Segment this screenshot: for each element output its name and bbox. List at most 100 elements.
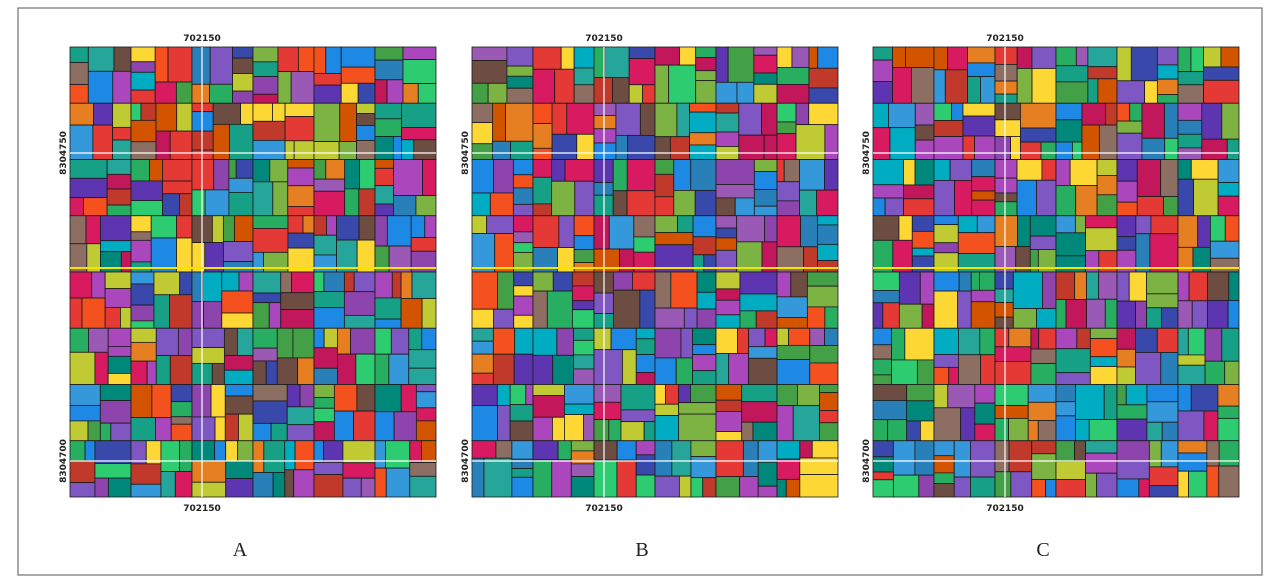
segment xyxy=(88,47,114,71)
segment xyxy=(572,310,594,329)
segment xyxy=(616,135,628,159)
segment xyxy=(392,272,401,298)
segment xyxy=(1087,299,1106,328)
segment xyxy=(226,479,253,497)
segment xyxy=(684,308,697,328)
segment xyxy=(955,180,972,215)
segment xyxy=(605,47,630,78)
segment xyxy=(1032,454,1056,480)
segment xyxy=(697,309,716,328)
segment xyxy=(817,225,838,244)
segment xyxy=(340,103,357,141)
segment xyxy=(1088,47,1117,67)
segment xyxy=(314,441,323,463)
segment xyxy=(93,125,113,159)
segment xyxy=(354,272,375,292)
segment xyxy=(716,113,739,132)
segment xyxy=(1227,139,1239,159)
segment xyxy=(281,272,292,293)
segment xyxy=(70,461,95,483)
segment xyxy=(995,47,1017,64)
segment xyxy=(161,472,175,497)
segment xyxy=(691,478,703,497)
segment xyxy=(1013,309,1036,329)
segment xyxy=(492,141,510,159)
segment xyxy=(613,272,632,290)
segment xyxy=(295,441,314,470)
segment xyxy=(995,202,1017,216)
segment xyxy=(472,47,507,61)
segment xyxy=(1088,79,1098,103)
segment xyxy=(82,298,105,328)
segment xyxy=(1090,357,1117,367)
segment xyxy=(1135,301,1146,328)
segment xyxy=(1020,103,1056,128)
segment xyxy=(514,315,533,328)
coord-label: 8304700 xyxy=(862,439,872,483)
segment xyxy=(108,346,131,356)
segment xyxy=(146,441,161,464)
segment xyxy=(212,216,223,243)
segment xyxy=(84,198,108,216)
segment xyxy=(1117,47,1131,81)
segment xyxy=(972,160,995,177)
segment xyxy=(533,47,561,69)
segment xyxy=(742,385,777,402)
segment xyxy=(873,290,899,302)
segment xyxy=(492,103,505,141)
segment xyxy=(1099,272,1117,299)
segment xyxy=(1009,328,1031,347)
segment xyxy=(285,141,294,160)
segment xyxy=(192,417,215,441)
segment xyxy=(472,309,493,328)
segment xyxy=(1011,136,1021,159)
segment xyxy=(533,417,552,440)
segment xyxy=(655,233,693,245)
segment xyxy=(958,355,980,385)
segment xyxy=(514,243,533,253)
segment xyxy=(791,272,808,297)
segment xyxy=(100,385,131,401)
segment xyxy=(674,160,691,191)
segment xyxy=(825,328,838,345)
segment xyxy=(789,328,810,345)
segment xyxy=(514,286,533,296)
segment xyxy=(233,74,253,92)
segment xyxy=(1032,441,1056,454)
segment xyxy=(740,477,759,497)
segment xyxy=(972,177,995,191)
segment xyxy=(533,124,552,149)
segment xyxy=(697,272,716,292)
segment xyxy=(490,193,513,216)
segment xyxy=(754,171,777,189)
segment xyxy=(758,441,777,462)
segment xyxy=(147,361,156,384)
segment xyxy=(70,483,95,497)
segment xyxy=(784,160,799,182)
segment xyxy=(229,124,253,159)
segment xyxy=(108,373,131,384)
segment xyxy=(168,47,192,82)
segment xyxy=(632,272,655,290)
segment xyxy=(253,216,288,229)
segment xyxy=(100,423,110,441)
segment xyxy=(691,160,716,191)
segment xyxy=(1028,385,1056,403)
segment xyxy=(236,160,253,179)
segment xyxy=(131,90,155,103)
segment xyxy=(171,385,192,402)
segment xyxy=(1097,160,1117,176)
segment xyxy=(1056,461,1086,479)
segment xyxy=(971,302,995,328)
segment xyxy=(1117,181,1137,202)
segment xyxy=(225,385,253,396)
segment xyxy=(513,188,533,204)
segment xyxy=(885,198,903,216)
segment xyxy=(577,134,594,159)
segment xyxy=(1086,228,1117,251)
segment xyxy=(954,477,970,497)
segment xyxy=(1056,416,1076,441)
segment xyxy=(170,131,192,159)
segment xyxy=(981,355,995,385)
segment xyxy=(807,307,824,328)
